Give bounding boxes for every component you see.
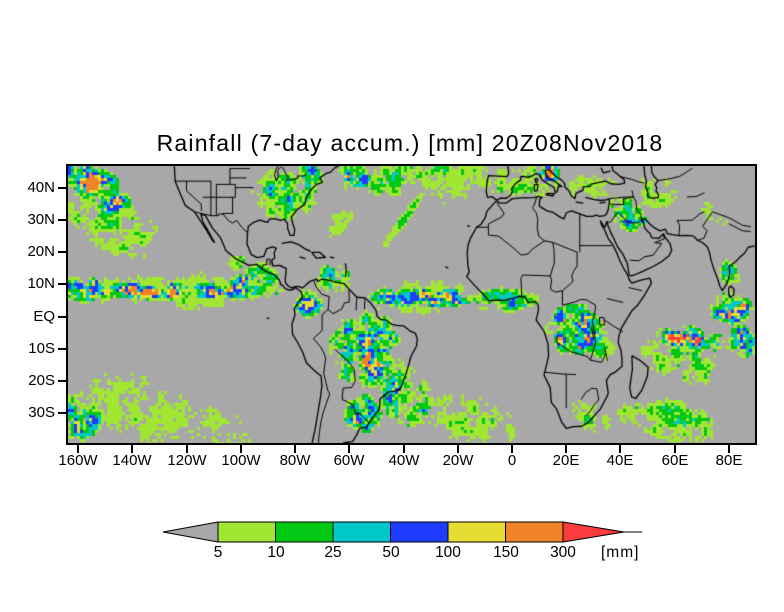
x-axis-tick [511, 445, 513, 453]
colorbar-segment [390, 521, 449, 543]
colorbar-level-label: 100 [435, 544, 461, 561]
y-axis-tick [58, 412, 66, 414]
x-axis-tick-label: 40E [606, 452, 634, 469]
y-axis-tick [58, 251, 66, 253]
colorbar-level-label: 50 [382, 544, 400, 561]
y-axis-tick-label: 30N [27, 211, 55, 228]
colorbar [162, 521, 642, 543]
x-axis-tick [728, 445, 730, 453]
y-axis-tick-label: 20N [27, 243, 55, 260]
x-axis-tick-label: 140W [112, 452, 152, 469]
y-axis-tick-label: 40N [27, 179, 55, 196]
colorbar-arrow-low [162, 521, 219, 543]
y-axis-tick [58, 283, 66, 285]
x-axis-tick-label: 80W [279, 452, 311, 469]
x-axis-tick-label: 0 [507, 452, 517, 469]
colorbar-segment [275, 521, 334, 543]
x-axis-tick [186, 445, 188, 453]
y-axis-tick [58, 316, 66, 318]
y-axis-tick [58, 219, 66, 221]
x-axis-tick [403, 445, 405, 453]
x-axis-tick [131, 445, 133, 453]
rainfall-map-canvas [68, 166, 755, 443]
colorbar-unit-label: [mm] [601, 544, 640, 561]
y-axis-tick-label: 10S [28, 340, 55, 357]
map-frame [66, 164, 757, 445]
colorbar-arrow-high [562, 521, 625, 543]
colorbar-level-label: 5 [213, 544, 223, 561]
y-axis-tick [58, 187, 66, 189]
colorbar-level-label: 25 [324, 544, 342, 561]
y-axis-tick [58, 380, 66, 382]
x-axis-tick [77, 445, 79, 453]
x-axis-tick-label: 160W [58, 452, 98, 469]
x-axis-tick-label: 40W [388, 452, 420, 469]
colorbar-level-label: 150 [493, 544, 519, 561]
x-axis-tick [457, 445, 459, 453]
x-axis-tick-label: 80E [715, 452, 743, 469]
x-axis-tick [674, 445, 676, 453]
colorbar-segment [217, 521, 276, 543]
x-axis-tick-label: 60W [333, 452, 365, 469]
x-axis-tick [565, 445, 567, 453]
colorbar-segment [505, 521, 564, 543]
y-axis-tick-label: 10N [27, 275, 55, 292]
y-axis-tick [58, 348, 66, 350]
x-axis-tick-label: 20E [552, 452, 580, 469]
x-axis-tick-label: 60E [661, 452, 689, 469]
y-axis-tick-label: EQ [33, 308, 55, 325]
colorbar-level-label: 10 [267, 544, 285, 561]
x-axis-tick-label: 120W [167, 452, 207, 469]
x-axis-tick [240, 445, 242, 453]
x-axis-tick-label: 20W [442, 452, 474, 469]
y-axis-tick-label: 30S [28, 404, 55, 421]
colorbar-segment [447, 521, 506, 543]
colorbar-segment [332, 521, 391, 543]
chart-title: Rainfall (7-day accum.) [mm] 20Z08Nov201… [156, 130, 664, 156]
x-axis-tick [294, 445, 296, 453]
x-axis-tick [348, 445, 350, 453]
y-axis-tick-label: 20S [28, 372, 55, 389]
x-axis-tick [619, 445, 621, 453]
x-axis-tick-label: 100W [221, 452, 261, 469]
colorbar-level-label: 300 [550, 544, 576, 561]
